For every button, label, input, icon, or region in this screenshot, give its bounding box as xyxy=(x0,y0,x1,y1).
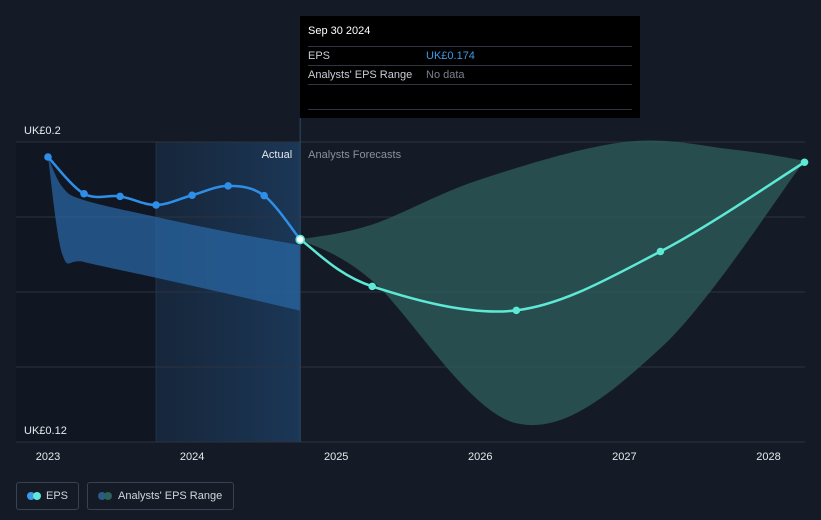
x-tick-label: 2023 xyxy=(36,451,60,463)
tooltip-eps-value: UK£0.174 xyxy=(426,50,475,62)
y-tick-label: UK£0.2 xyxy=(24,125,61,137)
data-point xyxy=(260,191,268,200)
data-point xyxy=(44,153,52,161)
data-point xyxy=(188,191,196,200)
data-point xyxy=(800,158,809,167)
data-point xyxy=(368,282,377,291)
data-point xyxy=(116,192,124,201)
forecast-range-band xyxy=(300,140,805,426)
data-point xyxy=(512,306,521,315)
data-point xyxy=(295,234,305,245)
legend-label-eps-range: Analysts' EPS Range xyxy=(118,490,223,502)
actual-label: Actual xyxy=(262,149,293,161)
hover-tooltip: Sep 30 2024 EPS UK£0.174 Analysts' EPS R… xyxy=(300,16,640,118)
tooltip-range-label: Analysts' EPS Range xyxy=(308,69,413,81)
x-tick-label: 2024 xyxy=(180,451,204,463)
legend-item-eps[interactable]: EPS xyxy=(16,482,79,510)
range-legend-icon xyxy=(98,492,112,500)
forecast-label: Analysts Forecasts xyxy=(308,149,401,161)
tooltip-date: Sep 30 2024 xyxy=(308,25,371,37)
eps-legend-icon xyxy=(27,492,41,500)
historical-range-band xyxy=(48,157,301,311)
tooltip-range-value: No data xyxy=(426,69,465,81)
series-line-1 xyxy=(299,161,806,313)
tooltip-eps-label: EPS xyxy=(308,50,331,62)
legend-item-eps-range[interactable]: Analysts' EPS Range xyxy=(87,482,234,510)
data-point xyxy=(152,201,160,209)
data-point xyxy=(224,182,232,190)
legend-label-eps: EPS xyxy=(45,490,68,502)
x-tick-label: 2026 xyxy=(468,451,492,463)
data-point xyxy=(656,247,665,256)
x-tick-label: 2028 xyxy=(756,451,780,463)
data-point xyxy=(80,189,88,198)
x-tick-label: 2025 xyxy=(324,451,348,463)
x-tick-label: 2027 xyxy=(612,451,636,463)
y-tick-label: UK£0.12 xyxy=(24,425,67,437)
